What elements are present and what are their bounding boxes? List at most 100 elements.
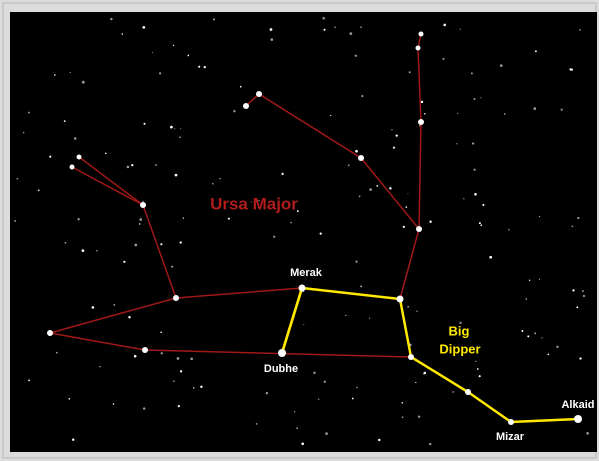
star	[298, 284, 306, 292]
constellation-line	[78, 156, 144, 206]
background-star	[212, 18, 216, 21]
background-star	[173, 380, 175, 382]
background-star	[459, 28, 461, 30]
asterism-label: Dipper	[439, 341, 480, 356]
background-star	[533, 107, 537, 110]
background-star	[192, 387, 195, 389]
star-label: Alkaid	[561, 399, 594, 411]
background-star	[28, 379, 30, 382]
background-star	[198, 65, 201, 68]
background-star	[474, 192, 477, 196]
background-star	[319, 232, 322, 235]
star	[508, 419, 514, 425]
background-star	[528, 279, 531, 281]
background-star	[586, 431, 589, 435]
background-star	[160, 352, 163, 355]
star	[415, 45, 421, 51]
background-star	[355, 149, 358, 153]
background-star	[576, 306, 579, 309]
background-star	[504, 113, 506, 115]
background-star	[459, 321, 462, 325]
background-star	[179, 370, 183, 373]
background-star	[160, 243, 163, 246]
background-star	[499, 64, 503, 67]
background-star	[112, 403, 115, 405]
background-star	[489, 255, 493, 259]
background-star	[369, 188, 372, 191]
background-star	[77, 218, 80, 221]
background-star	[420, 100, 424, 104]
background-star	[28, 111, 30, 114]
background-star	[318, 398, 320, 400]
background-star	[16, 177, 19, 180]
background-star	[187, 54, 190, 57]
background-star	[296, 210, 299, 213]
star	[140, 202, 146, 208]
background-star	[152, 51, 154, 53]
background-star	[521, 330, 524, 332]
background-star	[323, 28, 326, 31]
background-star	[155, 164, 157, 166]
background-star	[443, 23, 447, 27]
background-star	[179, 136, 181, 139]
background-star	[470, 72, 473, 75]
background-star	[334, 26, 336, 29]
background-star	[71, 438, 75, 441]
background-star	[49, 155, 52, 158]
constellation-name: Ursa Major	[210, 194, 298, 213]
background-star	[475, 360, 477, 363]
background-star	[126, 165, 130, 169]
background-star	[423, 371, 427, 375]
background-star	[389, 187, 392, 190]
background-star	[361, 95, 364, 98]
background-star	[582, 294, 586, 298]
background-star	[480, 97, 482, 99]
background-star	[351, 397, 354, 400]
background-star	[265, 392, 269, 395]
background-star	[159, 72, 162, 75]
background-star	[569, 68, 572, 71]
background-star	[255, 199, 259, 203]
star	[278, 349, 286, 357]
background-star	[391, 129, 393, 131]
sky	[10, 12, 597, 452]
background-star	[347, 164, 350, 167]
background-star	[405, 206, 408, 208]
background-star	[134, 243, 138, 247]
background-star	[131, 163, 134, 167]
background-star	[301, 442, 305, 446]
background-star	[73, 137, 77, 140]
star	[47, 330, 53, 336]
background-star	[63, 120, 66, 123]
background-star	[392, 146, 396, 149]
star	[418, 119, 424, 125]
background-star	[233, 110, 236, 113]
background-star	[69, 71, 71, 74]
background-star	[55, 351, 58, 354]
background-star	[250, 201, 252, 203]
background-star	[170, 125, 173, 129]
background-star	[281, 172, 284, 176]
background-star	[104, 152, 107, 155]
background-star	[174, 173, 178, 177]
background-stars	[14, 17, 589, 446]
background-star	[476, 368, 479, 370]
background-star	[471, 142, 475, 145]
background-star	[227, 217, 230, 220]
background-star	[160, 331, 162, 334]
background-star	[294, 411, 296, 413]
background-star	[429, 220, 432, 223]
background-star	[525, 298, 528, 300]
background-star	[143, 122, 146, 125]
background-star	[123, 260, 126, 263]
background-star	[579, 357, 582, 360]
background-star	[349, 32, 353, 35]
background-star	[415, 381, 417, 384]
asterism-label: Big	[449, 323, 470, 338]
background-star	[64, 241, 67, 244]
background-star	[556, 345, 559, 348]
background-star	[378, 438, 381, 442]
background-star	[171, 265, 174, 268]
background-star	[534, 332, 537, 335]
